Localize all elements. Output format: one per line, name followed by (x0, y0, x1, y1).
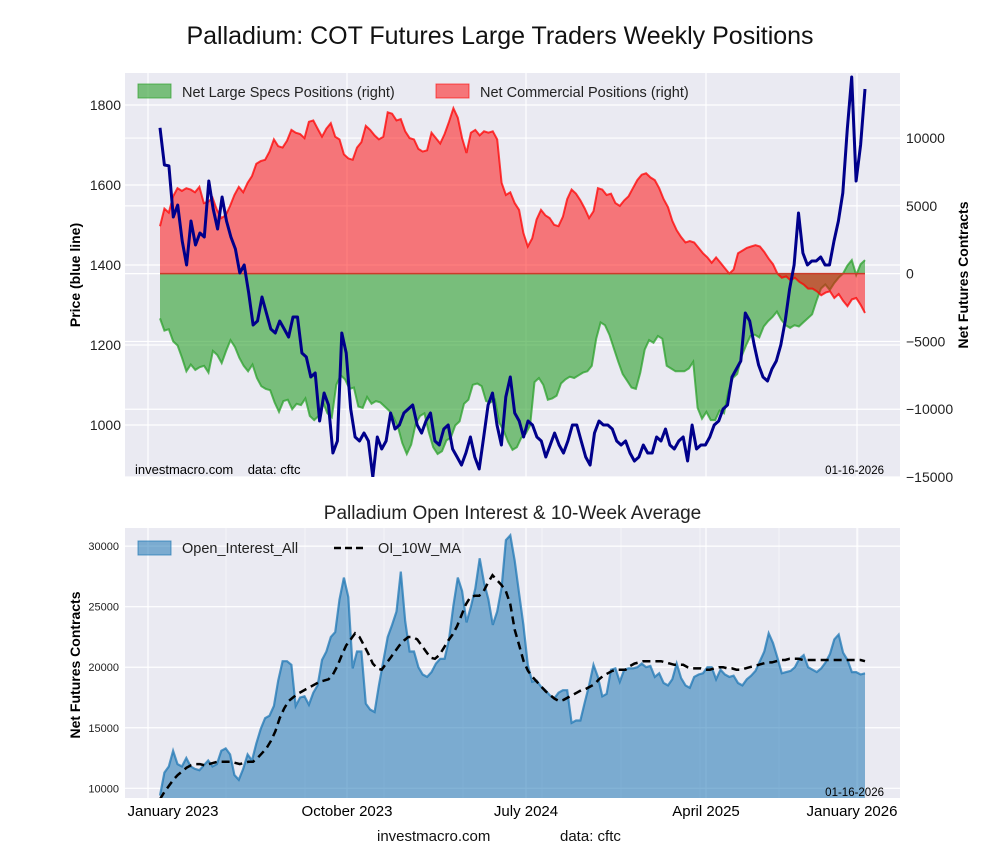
date-tick-label: January 2023 (128, 803, 219, 820)
price-tick-label: 1400 (90, 257, 121, 273)
legend-label-specs: Net Large Specs Positions (right) (182, 85, 395, 101)
open-interest-fill (160, 535, 865, 798)
legend-label-open-interest: Open_Interest_All (182, 541, 298, 557)
net-commercial-line (159, 105, 866, 314)
oi-axis-label: Net Futures Contracts (67, 591, 83, 738)
footer-data-source: data: cftc (560, 828, 621, 845)
price-tick-label: 1800 (90, 97, 121, 113)
price-tick-label: 1600 (90, 177, 121, 193)
price-tick-label: 1200 (90, 337, 121, 353)
date-tick-label: July 2024 (494, 803, 558, 820)
price-line (158, 75, 867, 477)
oi-tick-label: 10000 (88, 783, 119, 795)
oi-tick-label: 25000 (88, 602, 119, 614)
legend-label-commercial: Net Commercial Positions (right) (480, 85, 689, 101)
contracts-tick-label: −10000 (906, 401, 953, 417)
contracts-tick-label: −5000 (906, 333, 946, 349)
positions-date-stamp: 01-16-2026 (825, 465, 884, 477)
date-tick-label: April 2025 (672, 803, 740, 820)
date-tick-label: January 2026 (807, 803, 898, 820)
oi-tick-label: 20000 (88, 662, 119, 674)
legend-label-ma: OI_10W_MA (378, 541, 461, 557)
net-contracts-axis-label: Net Futures Contracts (955, 201, 971, 348)
date-tick-label: October 2023 (302, 803, 393, 820)
positions-series (158, 75, 867, 477)
legend-swatch-specs (137, 83, 172, 99)
oi-legend: Open_Interest_All OI_10W_MA (137, 540, 461, 557)
oi-tick-label: 15000 (88, 723, 119, 735)
price-axis-label: Price (blue line) (67, 223, 83, 327)
net-large-specs-line (159, 257, 866, 457)
contracts-tick-label: 5000 (906, 198, 937, 214)
date-axis-ticks: January 2023 October 2023 July 2024 April 2… (128, 803, 898, 820)
net-contracts-axis-ticks: −15000 −10000 −5000 0 5000 10000 (906, 130, 953, 485)
footer-site: investmacro.com (377, 828, 491, 845)
net-large-specs-fill (160, 260, 865, 454)
positions-watermark: investmacro.com data: cftc (135, 462, 301, 477)
contracts-tick-label: 0 (906, 266, 914, 282)
price-tick-label: 1000 (90, 417, 121, 433)
open-interest-line (158, 532, 866, 796)
open-interest-chart: 10000 15000 20000 25000 30000 January 2023 Oc… (67, 528, 900, 820)
legend-swatch-commercial (435, 83, 470, 99)
positions-legend: Net Large Specs Positions (right) Net Co… (137, 83, 689, 101)
contracts-tick-label: 10000 (906, 130, 945, 146)
oi-axis-ticks: 10000 15000 20000 25000 30000 (88, 541, 119, 795)
legend-swatch-open-interest (137, 540, 172, 556)
positions-chart: 1000 1200 1400 1600 1800 −15000 −10000 −5000 0 5… (67, 73, 971, 485)
net-commercial-fill (160, 108, 865, 313)
oi-date-stamp: 01-16-2026 (825, 787, 884, 799)
figure-title: Palladium: COT Futures Large Traders Wee… (186, 22, 814, 50)
contracts-tick-label: −15000 (906, 469, 953, 485)
oi-tick-label: 30000 (88, 541, 119, 553)
oi-chart-title: Palladium Open Interest & 10-Week Averag… (323, 503, 702, 524)
oi-series (158, 532, 866, 798)
price-axis-ticks: 1000 1200 1400 1600 1800 (90, 97, 121, 433)
oi-10w-ma-line (159, 573, 866, 798)
